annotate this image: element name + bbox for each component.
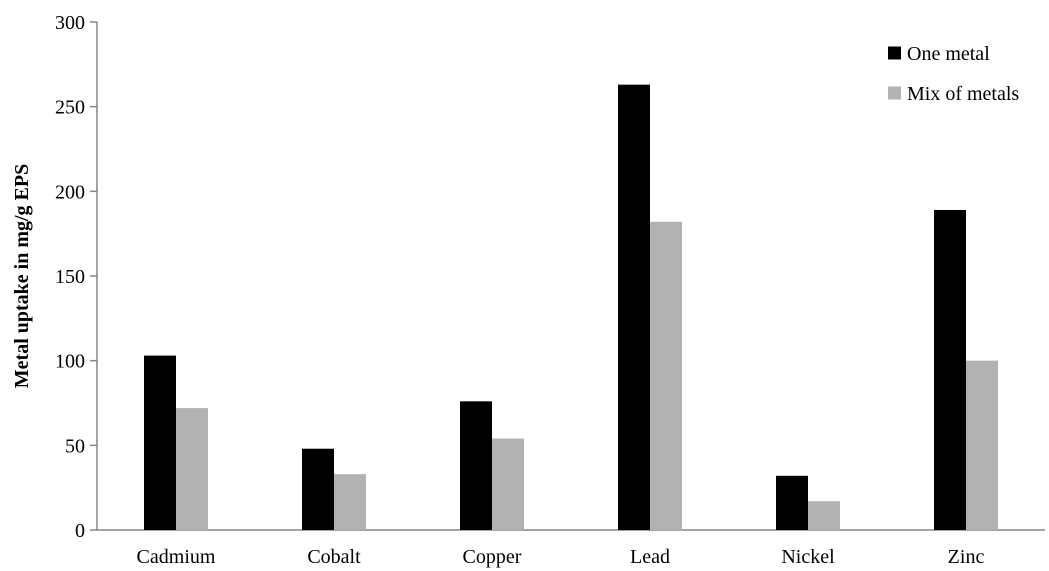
bar-cadmium-mix-of-metals <box>176 408 208 530</box>
y-axis-title: Metal uptake in mg/g EPS <box>11 164 33 388</box>
x-tick-label: Cobalt <box>307 546 361 568</box>
bar-cadmium-one-metal <box>144 355 176 530</box>
x-tick-label: Copper <box>463 546 522 568</box>
x-tick-label: Nickel <box>781 546 835 568</box>
y-tick-label: 300 <box>55 12 85 34</box>
bar-lead-one-metal <box>618 84 650 531</box>
legend-swatch <box>888 86 901 100</box>
legend-swatch <box>888 46 901 60</box>
bar-copper-one-metal <box>460 401 492 530</box>
y-tick-label: 0 <box>75 520 85 542</box>
y-axis: 0 50 100 150 200 250 300 <box>55 12 98 542</box>
bar-cobalt-one-metal <box>302 448 334 530</box>
x-tick-label: Cadmium <box>137 546 216 568</box>
x-axis: Cadmium Cobalt Copper Lead Nickel Zinc <box>97 529 1045 568</box>
bar-cobalt-mix-of-metals <box>334 474 366 530</box>
x-tick-label: Zinc <box>948 546 985 568</box>
y-tick-label: 200 <box>55 181 85 203</box>
bars <box>144 84 998 531</box>
bar-nickel-one-metal <box>776 475 808 530</box>
x-tick-label: Lead <box>630 546 670 568</box>
legend-label: One metal <box>907 43 990 65</box>
legend-label: Mix of metals <box>907 83 1019 105</box>
bar-copper-mix-of-metals <box>492 438 524 530</box>
y-tick-label: 250 <box>55 97 85 119</box>
y-tick-label: 150 <box>55 266 85 288</box>
bar-zinc-one-metal <box>934 209 966 530</box>
y-tick-label: 100 <box>55 351 85 373</box>
y-tick-label: 50 <box>65 435 85 457</box>
bar-nickel-mix-of-metals <box>808 501 840 530</box>
bar-zinc-mix-of-metals <box>966 360 998 530</box>
bar-lead-mix-of-metals <box>650 221 682 530</box>
legend: One metal Mix of metals <box>888 43 1019 105</box>
